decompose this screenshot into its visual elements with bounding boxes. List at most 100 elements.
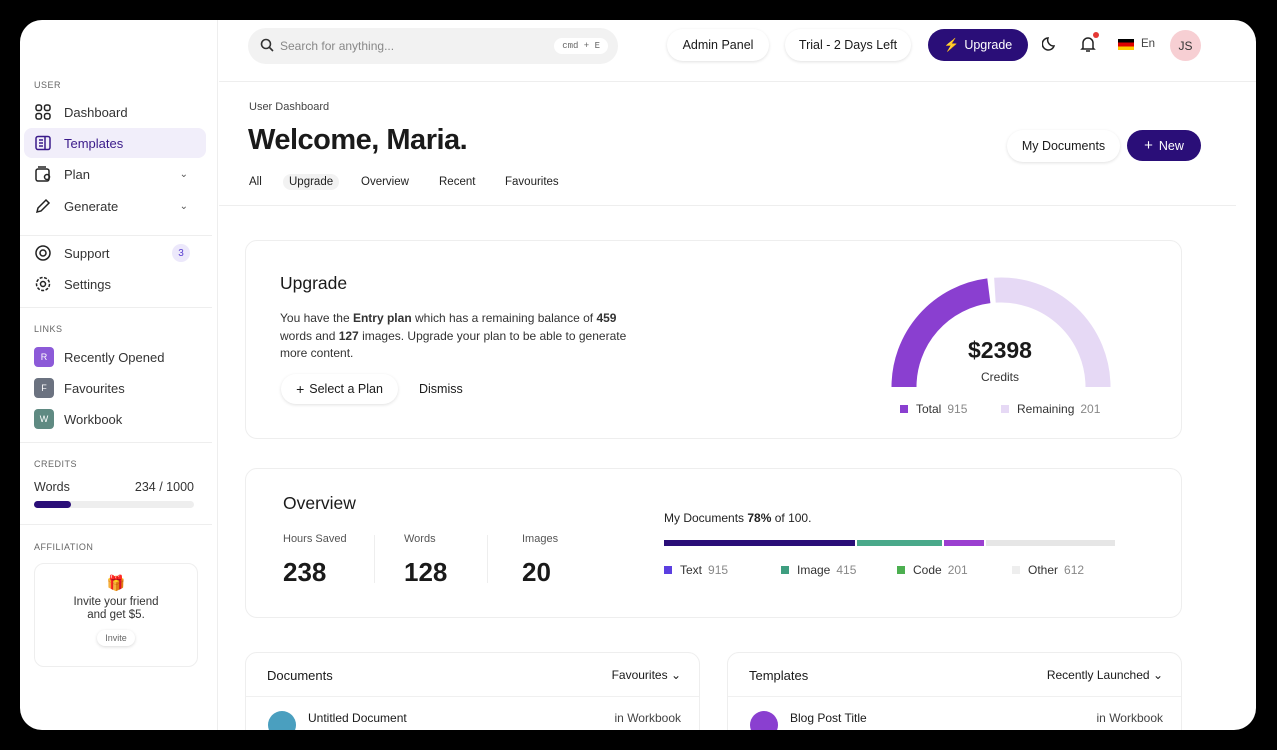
select-plan-button[interactable]: + Select a Plan (281, 374, 398, 404)
sidebar-item-support[interactable]: Support 3 (24, 238, 206, 268)
moon-icon[interactable] (1041, 36, 1058, 57)
invite-card: 🎁 Invite your friend and get $5. Invite (34, 563, 198, 667)
section-label-affiliation: AFFILIATION (34, 542, 94, 552)
invite-button[interactable]: Invite (97, 630, 135, 646)
document-title[interactable]: Untitled Document (308, 711, 407, 725)
flag-germany-icon[interactable] (1118, 39, 1134, 50)
chevron-down-icon: ⌄ (179, 200, 188, 212)
documents-usage-text: My Documents 78% of 100. (664, 511, 812, 525)
tab-upgrade[interactable]: Upgrade (283, 174, 340, 190)
label: Support (64, 245, 110, 261)
dismiss-button[interactable]: Dismiss (419, 382, 463, 396)
gauge-value: $2398 (968, 337, 1032, 363)
documents-panel: Documents Favourites ⌄ Untitled Document… (245, 652, 700, 730)
template-title[interactable]: Blog Post Title (790, 711, 867, 725)
overview-card: Overview Hours Saved 238 Words 128 Images 2… (245, 468, 1182, 618)
notification-dot (1093, 32, 1099, 38)
avatar[interactable]: JS (1170, 30, 1201, 61)
initial-badge: R (34, 347, 54, 367)
legend-other: Other 612 (1012, 563, 1084, 577)
chevron-down-icon: ⌄ (179, 168, 188, 180)
upgrade-description: You have the Entry plan which has a rema… (280, 311, 627, 360)
template-icon (34, 134, 52, 152)
label: Workbook (64, 411, 123, 427)
link-recently-opened[interactable]: R Recently Opened (24, 342, 206, 372)
sidebar-item-templates[interactable]: Templates (24, 128, 206, 158)
bar-segment-other (985, 540, 1115, 546)
initial-badge: W (34, 409, 54, 429)
upgrade-button[interactable]: ⚡ Upgrade (928, 29, 1028, 61)
bell-icon[interactable] (1080, 32, 1099, 58)
legend-code: Code 201 (897, 563, 968, 577)
gift-icon: 🎁 (106, 575, 126, 592)
template-avatar (750, 711, 778, 730)
wallet-icon (34, 165, 52, 183)
panel-title: Templates (749, 668, 809, 683)
legend-image: Image 415 (781, 563, 856, 577)
label: Dashboard (64, 104, 128, 120)
upgrade-title: Upgrade (280, 273, 348, 293)
bar-segment-code (943, 540, 984, 546)
document-location: in Workbook (614, 711, 681, 725)
label: Favourites (64, 380, 125, 396)
gauge-remaining-arc (994, 277, 1111, 388)
stat-words: Words 128 (404, 533, 448, 587)
admin-panel-button[interactable]: Admin Panel (667, 29, 769, 61)
pencil-icon (34, 197, 52, 215)
credits-name: Words (34, 480, 70, 494)
label: Plan (64, 166, 91, 182)
breadcrumb: User Dashboard (249, 101, 330, 113)
stat-images: Images 20 (522, 533, 559, 587)
legend-total: Total 915 (900, 402, 967, 416)
sidebar-item-generate[interactable]: Generate ⌄ (24, 191, 206, 221)
documents-filter-dropdown[interactable]: Favourites ⌄ (611, 668, 681, 682)
template-location: in Workbook (1096, 711, 1163, 725)
top-bar: Search for anything... cmd + E Admin Pane… (219, 20, 1256, 82)
panel-title: Documents (267, 668, 333, 683)
label: Recently Opened (64, 349, 165, 365)
credits-gauge (891, 277, 1111, 388)
link-workbook[interactable]: W Workbook (24, 404, 206, 434)
trial-button[interactable]: Trial - 2 Days Left (785, 29, 911, 61)
tab-recent[interactable]: Recent (439, 176, 476, 188)
language-selector[interactable]: En (1141, 38, 1156, 50)
my-documents-button[interactable]: My Documents (1007, 130, 1120, 162)
label: New (1158, 138, 1184, 153)
support-badge: 3 (172, 244, 190, 262)
credits-value: 234 / 1000 (134, 480, 194, 494)
gear-icon (34, 275, 52, 293)
bar-segment-text (664, 540, 856, 546)
section-label-user: USER (34, 80, 62, 90)
link-favourites[interactable]: F Favourites (24, 373, 206, 403)
search-placeholder: Search for anything... (280, 39, 395, 53)
label: Upgrade (964, 38, 1013, 52)
plus-icon: + (1144, 137, 1153, 154)
section-label-links: LINKS (34, 324, 63, 334)
stat-hours-saved: Hours Saved 238 (283, 533, 347, 587)
legend-remaining: Remaining 201 (1001, 402, 1100, 416)
label: Select a Plan (309, 382, 383, 396)
gauge-total-arc (891, 278, 991, 388)
initial-badge: F (34, 378, 54, 398)
tab-favourites[interactable]: Favourites (505, 176, 559, 188)
page-title: Welcome, Maria. (248, 124, 468, 156)
tab-all[interactable]: All (249, 176, 262, 188)
credits-progress (34, 501, 194, 508)
lifebuoy-icon (34, 244, 52, 262)
grid-icon (34, 103, 52, 121)
search-input[interactable]: Search for anything... cmd + E (248, 28, 618, 64)
document-avatar (268, 711, 296, 730)
sidebar-item-dashboard[interactable]: Dashboard (24, 97, 206, 127)
sidebar-item-plan[interactable]: Plan ⌄ (24, 159, 206, 189)
new-button[interactable]: + New (1127, 130, 1201, 161)
sidebar-item-settings[interactable]: Settings (24, 269, 206, 299)
divider (219, 205, 1236, 206)
documents-stacked-bar (664, 540, 1115, 546)
search-icon (260, 38, 274, 55)
chevron-down-icon: ⌄ (1152, 668, 1163, 682)
bolt-icon: ⚡ (943, 37, 960, 52)
tab-overview[interactable]: Overview (361, 176, 409, 188)
sidebar: USER Dashboard Templates Plan ⌄ Generate ⌄… (20, 20, 218, 730)
templates-filter-dropdown[interactable]: Recently Launched ⌄ (1046, 668, 1163, 682)
legend-text: Text 915 (664, 563, 728, 577)
